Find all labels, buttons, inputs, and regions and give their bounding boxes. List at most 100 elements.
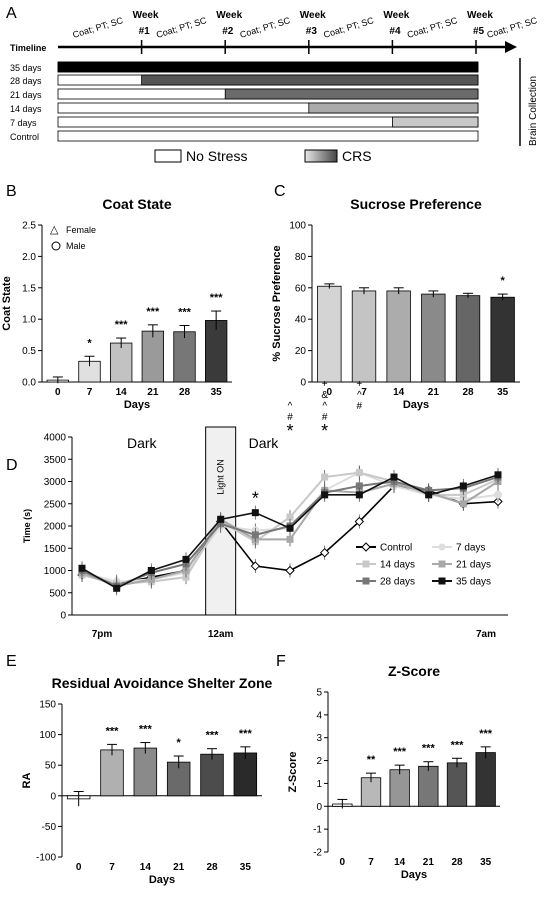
chart-title: Sucrose Preference	[350, 196, 482, 212]
interval-label: Coat; PT; SC	[486, 15, 539, 40]
x-tick-label: 21	[147, 387, 159, 398]
x-tick-label: 35	[497, 387, 509, 398]
bar	[141, 330, 164, 383]
y-tick-label: 2500	[44, 499, 67, 510]
y-tick-label: 2000	[44, 522, 67, 533]
annotation-symbol: ^	[322, 401, 327, 412]
x-tick-label: 7	[87, 387, 93, 398]
annotation-symbol: ^	[288, 401, 293, 412]
x-axis-label: Days	[401, 869, 427, 881]
annotation-symbol: +	[322, 379, 328, 390]
brain-collection-label: Brain Collection	[528, 76, 539, 146]
x-tick-label: 28	[206, 862, 218, 873]
week-label: Week	[216, 10, 242, 21]
x-tick-label: 21	[173, 862, 185, 873]
data-point	[147, 567, 155, 574]
crs-bar	[57, 61, 479, 73]
x-tick-label: 0	[76, 862, 82, 873]
y-tick-label: 3000	[44, 477, 67, 488]
significance-label: ***	[393, 746, 407, 758]
x-tick-label: 28	[462, 387, 474, 398]
panel-letter-f: F	[276, 653, 286, 670]
week-label: Week	[300, 10, 326, 21]
y-axis-label: % Sucrose Preference	[271, 245, 283, 361]
interval-label: Coat; PT; SC	[322, 15, 375, 40]
annotation-symbol: #	[287, 412, 293, 423]
significance-label: ***	[422, 743, 436, 755]
chart-z-score: Z-Score -2 -1 0 1 2 3 4 5 Z-Score 0 7 ** 14 *** 21 *** 28…	[287, 663, 500, 881]
timeline-row-label: Control	[10, 132, 39, 142]
data-point	[217, 515, 225, 523]
y-tick-label: 60	[295, 283, 307, 294]
y-axis-label: Z-Score	[287, 752, 299, 793]
x-tick-label: 7	[368, 857, 374, 868]
y-tick-label: 0.5	[22, 346, 36, 357]
panel-letter-b: B	[6, 183, 17, 200]
y-tick-label: 100	[39, 730, 56, 741]
bar	[418, 765, 439, 807]
interval-label: Coat; PT; SC	[239, 15, 292, 40]
data-point	[355, 491, 363, 499]
chart-title: Residual Avoidance Shelter Zone	[52, 675, 273, 691]
x-tick-label: 28	[179, 387, 191, 398]
bar	[455, 295, 481, 383]
y-tick-label: 1	[316, 779, 322, 790]
legend-male-marker	[51, 241, 61, 251]
bar	[386, 290, 411, 383]
legend-no-stress-label: No Stress	[186, 148, 247, 164]
week-number: #1	[139, 26, 151, 37]
bar	[317, 285, 342, 383]
y-tick-label: 3	[316, 733, 322, 744]
legend-label: 28 days	[380, 577, 415, 588]
bar	[490, 296, 515, 383]
legend-crs-swatch	[304, 149, 338, 163]
chart-coat-state: Coat State 0.0 0.5 1.0 1.5 2.0 2.5 Coat State 0 7…	[1, 196, 232, 411]
week-number: #4	[389, 26, 401, 37]
x-tick-label: 0	[55, 387, 61, 398]
chart-title: Z-Score	[388, 663, 440, 679]
significance-label: ***	[451, 739, 465, 751]
significance-label: ***	[115, 319, 129, 331]
y-tick-label: 20	[295, 346, 307, 357]
significance-label: *	[177, 737, 182, 749]
y-axis-label: Time (s)	[22, 509, 32, 543]
legend-label: 21 days	[456, 560, 491, 571]
y-tick-label: 0	[316, 802, 322, 813]
x-tick-label: 14	[394, 857, 406, 868]
annotation-symbol: *	[286, 421, 293, 441]
data-point	[321, 473, 329, 481]
chart-residual-avoidance: Residual Avoidance Shelter Zone -100 -50 0 5…	[21, 675, 273, 886]
x-axis-label: Days	[149, 874, 175, 886]
y-tick-label: -100	[36, 853, 56, 864]
y-tick-label: 0	[50, 791, 56, 802]
y-tick-label: 50	[45, 761, 57, 772]
significance-label: *	[501, 275, 506, 287]
chart-time-course: Light ON Dark Dark 0 500 1000 1500 2000 2500 3000…	[22, 379, 508, 640]
significance-label: *	[87, 337, 92, 349]
data-point	[78, 564, 86, 572]
data-point	[113, 584, 121, 592]
significance-label: **	[367, 754, 376, 766]
data-point	[321, 491, 329, 499]
y-tick-label: -50	[42, 822, 57, 833]
week-number: #5	[473, 26, 485, 37]
annotation-symbol: ^	[357, 390, 362, 401]
x-tick-label: 7	[109, 862, 115, 873]
y-tick-label: 4000	[44, 433, 67, 444]
week-label: Week	[467, 10, 493, 21]
week-number: #2	[222, 26, 234, 37]
x-axis-label: Days	[403, 399, 429, 411]
x-tick-label: 0	[327, 387, 333, 398]
bar	[351, 290, 377, 383]
data-point	[251, 509, 259, 517]
y-tick-label: 100	[289, 221, 306, 232]
x-tick-label: 14	[140, 862, 152, 873]
legend-label: 35 days	[456, 577, 491, 588]
timeline-label: Timeline	[10, 43, 46, 53]
data-point	[459, 482, 467, 490]
data-point	[286, 513, 294, 521]
data-point	[285, 565, 295, 576]
x-tick-label: 35	[211, 387, 223, 398]
data-point	[286, 535, 294, 543]
